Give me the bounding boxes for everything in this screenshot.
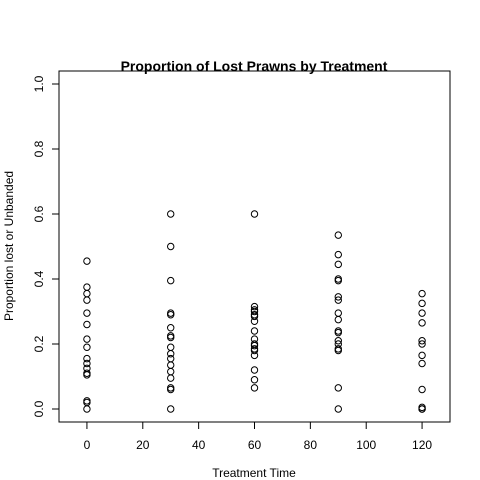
data-point [250, 351, 259, 360]
x-tick-label: 40 [192, 438, 206, 452]
data-point [418, 309, 426, 317]
x-tick-label: 20 [136, 438, 150, 452]
y-tick-label: 0.0 [32, 400, 46, 417]
data-point [418, 340, 426, 348]
data-point [334, 328, 342, 337]
data-point [83, 296, 91, 304]
data-point [250, 327, 259, 335]
data-point [418, 351, 426, 360]
data-point [334, 231, 342, 239]
x-tick-label: 100 [356, 438, 376, 452]
y-axis: 0.0 0.2 0.4 0.6 0.8 1.0 [32, 75, 60, 417]
data-point [83, 335, 91, 343]
data-point [83, 283, 91, 291]
y-tick-label: 0.2 [32, 335, 46, 352]
data-point [167, 367, 175, 376]
data-point [167, 311, 175, 319]
y-tick-label: 0.6 [32, 205, 46, 222]
data-point [83, 257, 91, 265]
data-point [83, 309, 91, 317]
data-point [418, 385, 426, 394]
x-tick-label: 60 [248, 438, 262, 452]
data-point [418, 405, 426, 413]
data-point [167, 361, 175, 369]
data-point [418, 319, 426, 327]
data-point [167, 343, 175, 351]
chart-title: Proportion of Lost Prawns by Treatment [121, 58, 388, 74]
data-point [83, 320, 91, 329]
data-point [167, 276, 175, 285]
data-point [83, 371, 91, 379]
data-point [334, 250, 342, 259]
data-point [334, 260, 342, 269]
x-axis-label: Treatment Time [212, 466, 296, 480]
x-axis: 0 20 40 60 80 100 120 [84, 421, 432, 452]
data-point [167, 210, 175, 218]
data-point [83, 343, 91, 351]
data-point [418, 359, 426, 368]
data-point [167, 350, 175, 358]
data-point [167, 385, 175, 394]
data-point [167, 405, 175, 413]
data-point [250, 366, 259, 374]
y-tick-label: 1.0 [32, 75, 46, 92]
y-tick-label: 0.4 [32, 270, 46, 287]
data-point [83, 359, 91, 368]
data-point [334, 384, 342, 392]
data-point [250, 384, 259, 392]
y-axis-label: Proportion lost or Unbanded [2, 171, 16, 321]
data-point [418, 299, 426, 308]
data-point [167, 242, 175, 251]
data-point [167, 333, 175, 342]
data-points [83, 210, 426, 413]
data-point [418, 289, 426, 298]
data-point [83, 405, 91, 413]
data-point [250, 341, 259, 350]
data-point [83, 289, 91, 298]
data-point [418, 337, 426, 345]
x-tick-label: 0 [84, 438, 91, 452]
data-point [334, 276, 342, 285]
data-point [250, 307, 259, 316]
data-point [334, 293, 342, 301]
data-point [250, 312, 259, 321]
data-point [334, 309, 342, 317]
data-point [334, 346, 342, 355]
data-point [334, 296, 342, 304]
data-point [167, 374, 175, 382]
data-point [250, 346, 259, 355]
data-point [250, 210, 259, 218]
data-point [250, 317, 259, 325]
x-tick-label: 80 [304, 438, 318, 452]
plot-area [58, 70, 451, 423]
data-point [250, 302, 259, 311]
data-point [83, 354, 91, 363]
data-point [334, 405, 342, 413]
data-point [167, 324, 175, 332]
data-point [167, 354, 175, 363]
y-tick-label: 0.8 [32, 140, 46, 157]
data-point [334, 337, 342, 345]
x-tick-label: 120 [412, 438, 432, 452]
data-point [334, 315, 342, 324]
data-point [250, 376, 259, 384]
